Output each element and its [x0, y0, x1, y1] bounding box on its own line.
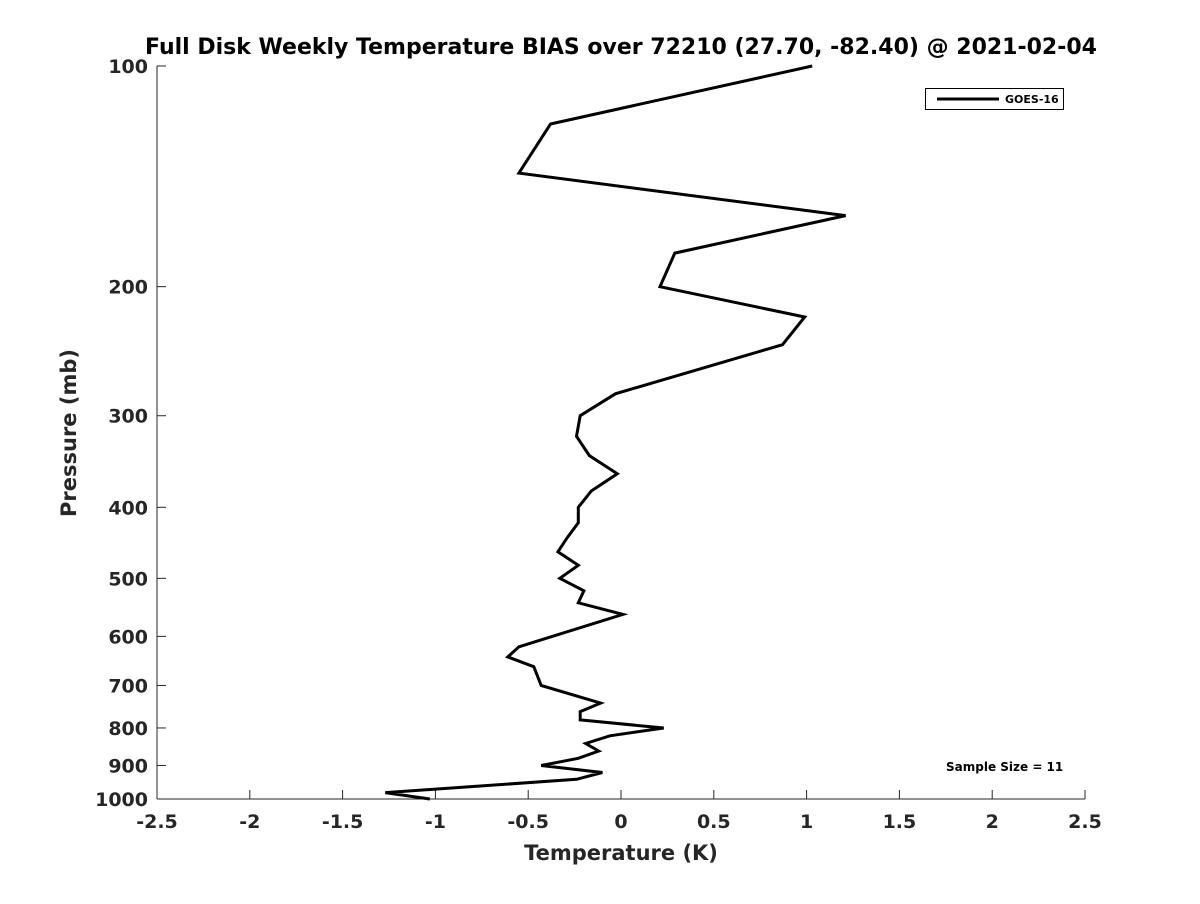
y-tick-label: 1000	[95, 789, 148, 811]
x-tick-label: -2	[239, 811, 260, 833]
x-tick-label: 0.5	[697, 811, 731, 833]
y-tick-label: 400	[108, 497, 148, 519]
y-tick-label: 700	[108, 675, 148, 697]
y-tick-label: 100	[108, 56, 148, 78]
x-axis-label: Temperature (K)	[524, 841, 718, 865]
x-tick-label: 2.5	[1068, 811, 1102, 833]
x-tick-label: -1.5	[322, 811, 364, 833]
legend: GOES-16	[925, 88, 1064, 110]
y-tick-label: 600	[108, 626, 148, 648]
x-tick-label: 2	[986, 811, 999, 833]
x-tick-label: -0.5	[507, 811, 549, 833]
y-tick-label: 900	[108, 755, 148, 777]
x-tick-label: 1.5	[883, 811, 917, 833]
legend-label-goes-16: GOES-16	[1005, 93, 1059, 106]
y-tick-label: 200	[108, 277, 148, 299]
y-tick-label: 500	[108, 568, 148, 590]
x-tick-label: -2.5	[136, 811, 178, 833]
chart-title: Full Disk Weekly Temperature BIAS over 7…	[145, 35, 1097, 60]
y-tick-label: 300	[108, 406, 148, 428]
x-tick-label: 1	[800, 811, 813, 833]
series-line-goes-16	[385, 64, 846, 801]
y-axis-label: Pressure (mb)	[57, 349, 81, 517]
axes: -2.5 -2 -1.5 -1 -0.5 0 0.5 1 1.5 2 2.5 100 200 300 400…	[95, 56, 1102, 833]
sample-size-annotation: Sample Size = 11	[946, 760, 1063, 774]
x-tick-label: 0	[614, 811, 627, 833]
plot-area	[385, 64, 846, 801]
x-tick-label: -1	[425, 811, 446, 833]
y-tick-label: 800	[108, 718, 148, 740]
